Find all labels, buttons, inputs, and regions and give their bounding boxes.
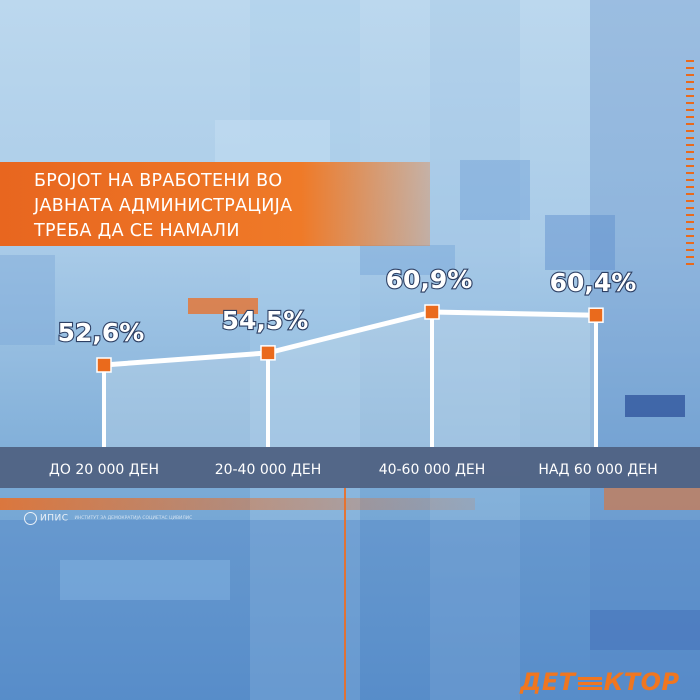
brand-mid-icon — [576, 675, 604, 691]
source-logo-icon — [24, 512, 37, 525]
data-point-1 — [96, 357, 112, 373]
data-point-3 — [424, 304, 440, 320]
chart-area — [104, 312, 596, 447]
orange-vline — [344, 488, 346, 700]
category-label-1: ДО 20 000 ДЕН — [49, 462, 159, 478]
brand-left: ДЕТ — [520, 668, 576, 696]
bg-block — [0, 255, 55, 345]
bg-block — [0, 520, 700, 700]
category-label-3: 40-60 000 ДЕН — [379, 462, 486, 478]
bg-block — [360, 245, 455, 275]
orange-stripe — [604, 488, 700, 510]
source-subtitle: ИНСТИТУТ ЗА ДЕМОКРАТИЈА СОЦИЕТАС ЦИВИЛИС — [74, 516, 193, 521]
series-line — [103, 309, 597, 368]
bg-block — [545, 215, 615, 270]
orange-stripe — [0, 498, 475, 510]
category-label-2: 20-40 000 ДЕН — [215, 462, 322, 478]
value-label-4: 60,4% — [550, 268, 637, 297]
bg-block — [625, 395, 685, 417]
bg-block — [590, 0, 700, 700]
brand-logo: ДЕТ КТОР — [520, 668, 680, 696]
brand-right: КТОР — [603, 668, 680, 696]
source-logo: ИПИС ИНСТИТУТ ЗА ДЕМОКРАТИЈА СОЦИЕТАС ЦИВ… — [24, 512, 192, 525]
bg-block — [215, 120, 330, 165]
bg-block — [590, 610, 700, 650]
bg-block — [430, 0, 520, 700]
bg-block — [60, 560, 230, 600]
value-label-2: 54,5% — [222, 306, 309, 335]
title-line-3: ТРЕБА ДА СЕ НАМАЛИ — [34, 221, 240, 241]
category-band — [0, 447, 700, 488]
edge-ticks — [686, 60, 694, 265]
bg-block — [460, 160, 530, 220]
data-point-4 — [588, 307, 604, 323]
source-name: ИПИС — [40, 513, 69, 524]
category-label-4: НАД 60 000 ДЕН — [538, 462, 657, 478]
title-line-1: БРОЈОТ НА ВРАБОТЕНИ ВО — [34, 171, 283, 191]
title-line-2: ЈАВНАТА АДМИНИСТРАЦИЈА — [34, 196, 293, 216]
value-label-1: 52,6% — [58, 318, 145, 347]
orange-stripe — [188, 298, 258, 314]
data-point-2 — [260, 345, 276, 361]
title-banner: БРОЈОТ НА ВРАБОТЕНИ ВО ЈАВНАТА АДМИНИСТР… — [0, 162, 430, 246]
value-label-3: 60,9% — [386, 265, 473, 294]
